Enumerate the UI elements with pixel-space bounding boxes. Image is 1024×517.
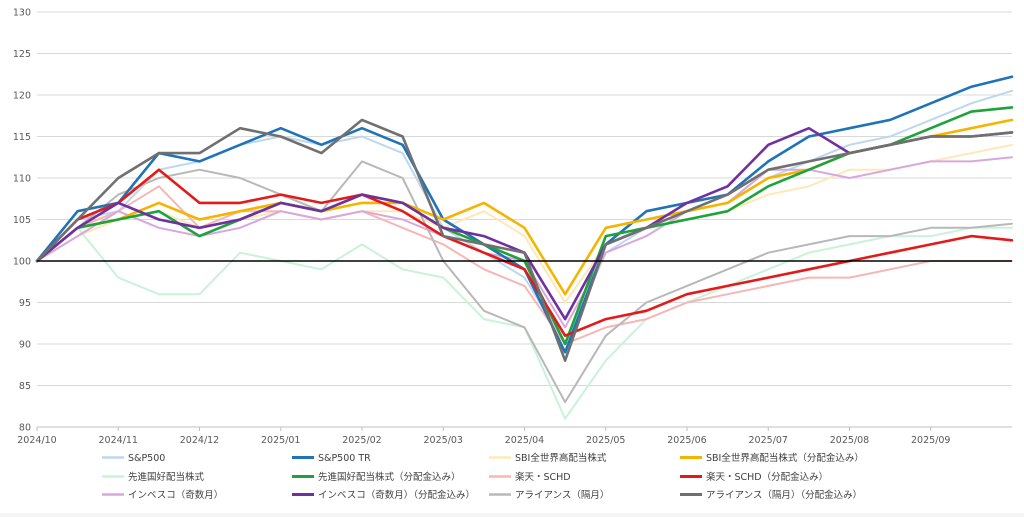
x-tick-label: 2025/08 bbox=[830, 435, 869, 446]
y-tick-label: 80 bbox=[19, 423, 31, 434]
x-tick-label: 2024/11 bbox=[99, 435, 138, 446]
y-tick-label: 115 bbox=[13, 132, 31, 143]
y-tick-label: 100 bbox=[13, 257, 31, 268]
legend-label: S&P500 TR bbox=[318, 453, 371, 464]
legend-label: インベスコ（奇数月）（分配金込み） bbox=[318, 489, 475, 501]
legend-label: SBI全世界高配当株式（分配金込み） bbox=[706, 452, 864, 464]
y-tick-label: 130 bbox=[13, 8, 31, 19]
x-tick-label: 2025/06 bbox=[667, 435, 706, 446]
x-tick-label: 2025/09 bbox=[911, 435, 950, 446]
y-tick-label: 95 bbox=[19, 298, 31, 309]
series-line bbox=[35, 118, 1014, 362]
y-tick-label: 90 bbox=[19, 340, 31, 351]
legend-label: 楽天・SCHD（分配金込み） bbox=[706, 471, 828, 483]
legend-label: 先進国好配当株式 bbox=[128, 471, 205, 483]
x-tick-label: 2025/01 bbox=[261, 435, 300, 446]
legend-label: アライアンス（隔月） bbox=[515, 489, 609, 501]
legend-label: SBI全世界高配当株式 bbox=[515, 452, 607, 464]
x-tick-label: 2025/05 bbox=[586, 435, 625, 446]
y-tick-label: 85 bbox=[19, 381, 31, 392]
y-tick-label: 125 bbox=[13, 49, 31, 60]
x-tick-label: 2024/10 bbox=[17, 435, 56, 446]
x-tick-label: 2025/07 bbox=[749, 435, 788, 446]
x-tick-label: 2025/02 bbox=[342, 435, 381, 446]
y-tick-label: 105 bbox=[13, 215, 31, 226]
series-line bbox=[36, 160, 1013, 404]
x-tick-label: 2025/03 bbox=[424, 435, 463, 446]
legend-label: 先進国好配当株式（分配金込み） bbox=[318, 471, 461, 483]
legend-label: アライアンス（隔月）（分配金込み） bbox=[706, 489, 862, 501]
legend-label: S&P500 bbox=[128, 453, 165, 464]
y-tick-label: 120 bbox=[13, 91, 31, 102]
x-tick-label: 2024/12 bbox=[180, 435, 219, 446]
x-tick-label: 2025/04 bbox=[505, 435, 544, 446]
legend-label: インベスコ（奇数月） bbox=[128, 489, 223, 501]
y-tick-label: 110 bbox=[13, 174, 31, 185]
legend-label: 楽天・SCHD bbox=[515, 471, 571, 483]
